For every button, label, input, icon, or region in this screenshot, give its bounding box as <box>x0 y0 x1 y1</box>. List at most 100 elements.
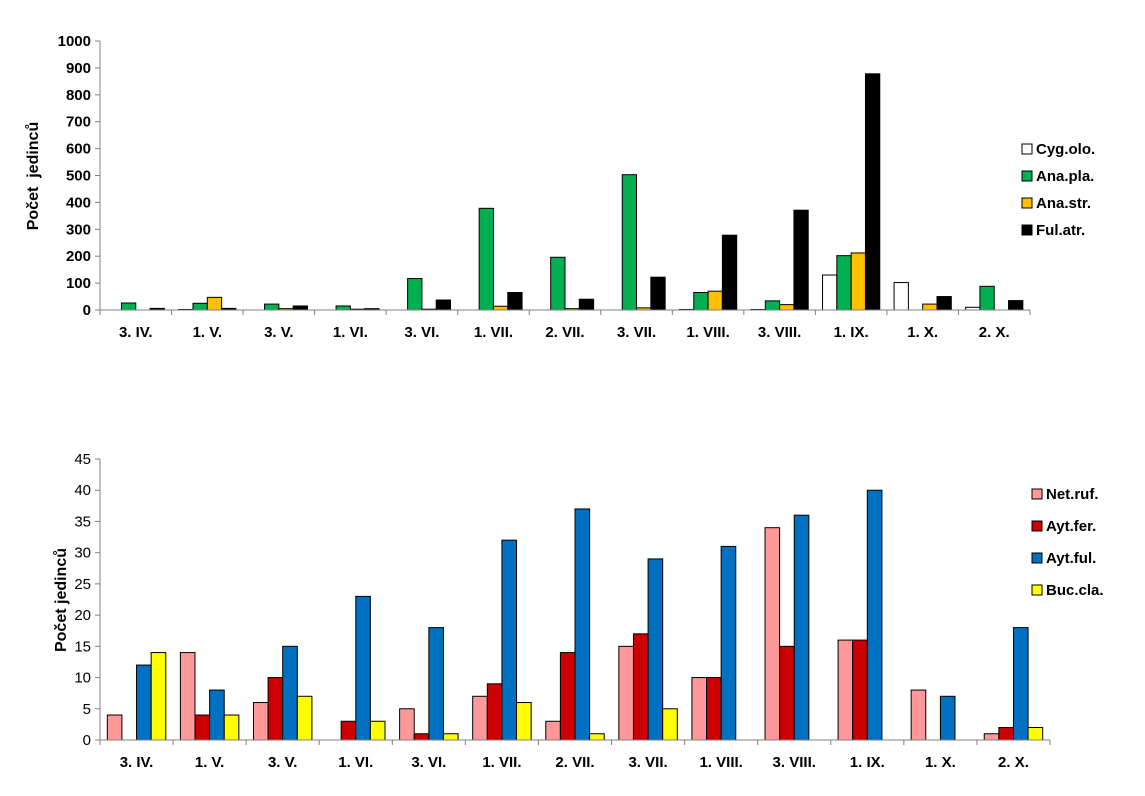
bar-buc-cla--5 <box>516 702 532 741</box>
legend-swatch <box>1021 143 1033 155</box>
bar-net-ruf--8 <box>691 677 708 741</box>
x-tick-label: 3. VII. <box>617 324 656 341</box>
bar-net-ruf--10 <box>837 639 854 741</box>
x-tick-label: 2. X. <box>979 324 1010 341</box>
y-tick-label: 1000 <box>58 33 91 50</box>
x-tick-label: 1. VIII. <box>699 754 742 771</box>
x-tick-label: 1. IX. <box>850 754 885 771</box>
legend-swatch <box>1031 552 1043 564</box>
bar-ayt-ful--12 <box>1012 627 1029 741</box>
bar-ayt-fer--1 <box>194 714 211 741</box>
x-tick-label: 3. VI. <box>404 324 439 341</box>
y-tick-label: 800 <box>66 87 91 104</box>
y-tick-label: 200 <box>66 248 91 265</box>
bar-net-ruf--12 <box>983 733 1000 741</box>
x-tick-label: 1. X. <box>925 754 956 771</box>
x-tick-label: 1. X. <box>907 324 938 341</box>
x-tick-label: 2. VII. <box>545 324 584 341</box>
x-tick-label: 3. VIII. <box>773 754 816 771</box>
y-axis-label: Počet jedinců <box>25 122 42 230</box>
y-tick-label: 400 <box>66 194 91 211</box>
x-tick-label: 3. VII. <box>628 754 667 771</box>
y-axis-label: Počet jedinců <box>53 548 70 652</box>
bar-ayt-ful--2 <box>282 645 298 741</box>
bar-buc-cla--6 <box>589 733 605 741</box>
y-tick-label: 15 <box>74 638 91 655</box>
bar-ayt-ful--9 <box>793 514 810 741</box>
bar-ayt-fer--2 <box>267 677 284 741</box>
bar-buc-cla--12 <box>1027 727 1044 741</box>
bar-net-ruf--6 <box>545 720 561 741</box>
bar-ayt-ful--7 <box>647 558 664 741</box>
y-tick-label: 10 <box>74 670 91 687</box>
bar-ayt-fer--3 <box>340 720 357 741</box>
legend-entry: Buc.cla. <box>1046 582 1104 599</box>
y-tick-label: 700 <box>66 114 91 131</box>
x-tick-label: 3. V. <box>268 754 297 771</box>
y-tick-label: 5 <box>83 701 91 718</box>
y-tick-label: 35 <box>74 513 91 530</box>
x-tick-label: 3. VIII. <box>758 324 801 341</box>
x-tick-label: 3. VI. <box>411 754 446 771</box>
x-tick-label: 3. V. <box>264 324 293 341</box>
x-tick-label: 1. VII. <box>474 324 513 341</box>
bar-ayt-ful--3 <box>355 595 371 741</box>
bar-buc-cla--1 <box>223 714 240 741</box>
y-tick-label: 40 <box>74 482 91 499</box>
legend-swatch <box>1021 224 1033 236</box>
y-tick-label: 0 <box>83 302 91 319</box>
x-tick-label: 1. IX. <box>834 324 869 341</box>
bar-ayt-ful--4 <box>428 627 444 741</box>
bar-net-ruf--7 <box>618 645 634 741</box>
y-tick-label: 0 <box>83 732 91 749</box>
x-tick-label: 3. IV. <box>120 754 154 771</box>
legend-entry: Net.ruf. <box>1046 486 1099 503</box>
bar-ayt-ful--6 <box>574 508 591 741</box>
bar-ayt-ful--11 <box>939 695 956 741</box>
legend-entry: Ayt.fer. <box>1046 518 1096 535</box>
x-tick-label: 2. X. <box>998 754 1029 771</box>
legend-swatch <box>1031 584 1043 596</box>
legend-entry: Cyg.olo. <box>1036 141 1095 158</box>
bar-ayt-fer--5 <box>486 683 503 741</box>
y-tick-label: 100 <box>66 275 91 292</box>
y-tick-label: 30 <box>74 545 91 562</box>
y-tick-label: 900 <box>66 60 91 77</box>
bar-net-ruf--11 <box>910 689 927 741</box>
bar-net-ruf--5 <box>472 695 488 741</box>
bar-ayt-ful--5 <box>501 539 518 741</box>
bar-ayt-fer--4 <box>413 733 430 741</box>
legend-swatch <box>1021 197 1033 209</box>
x-tick-label: 1. V. <box>195 754 224 771</box>
bar-buc-cla--7 <box>662 708 678 741</box>
y-tick-label: 600 <box>66 141 91 158</box>
x-tick-label: 2. VII. <box>555 754 594 771</box>
bar-ayt-fer--6 <box>559 652 576 741</box>
bar-ayt-ful--0 <box>136 664 152 741</box>
x-tick-label: 1. VII. <box>482 754 521 771</box>
bar-buc-cla--0 <box>150 652 167 741</box>
legend-swatch <box>1031 488 1043 500</box>
legend-entry: Ana.pla. <box>1036 168 1094 185</box>
bar-ayt-fer--9 <box>779 645 795 741</box>
bar-net-ruf--4 <box>399 708 415 741</box>
bar-net-ruf--1 <box>179 652 196 741</box>
bar-net-ruf--0 <box>106 714 123 741</box>
bar-buc-cla--2 <box>296 695 313 741</box>
bar-buc-cla--3 <box>369 720 386 741</box>
legend-entry: Ayt.ful. <box>1046 550 1096 567</box>
y-tick-label: 300 <box>66 221 91 238</box>
bar-net-ruf--9 <box>764 527 781 741</box>
bar-buc-cla--4 <box>442 733 459 741</box>
x-tick-label: 3. IV. <box>119 324 153 341</box>
x-tick-label: 1. VI. <box>338 754 373 771</box>
bar-ayt-fer--7 <box>632 633 649 741</box>
y-tick-label: 25 <box>74 576 91 593</box>
bar-ayt-fer--12 <box>998 727 1014 741</box>
y-tick-label: 45 <box>74 451 91 468</box>
bar-ayt-ful--8 <box>720 545 737 741</box>
bar-ayt-fer--10 <box>852 639 868 741</box>
x-tick-label: 1. VIII. <box>686 324 729 341</box>
legend-swatch <box>1021 170 1033 182</box>
